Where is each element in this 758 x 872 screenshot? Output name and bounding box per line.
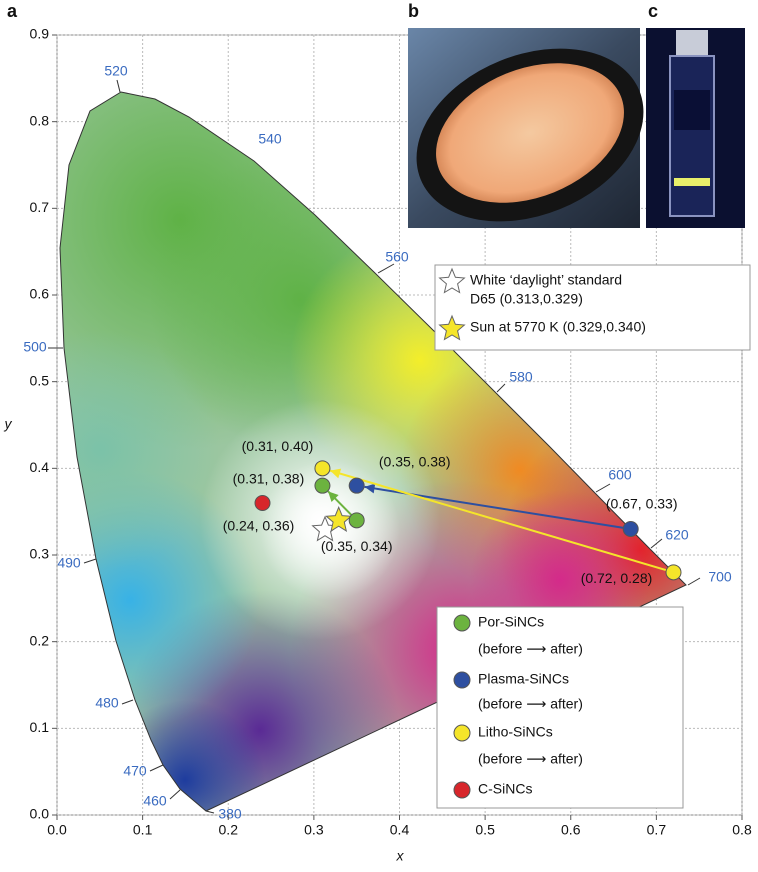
marks: (0.35, 0.34) (0.31, 0.38) (0.67, 0.33) (0.3… (223, 438, 682, 586)
wavelength-label: 540 (258, 131, 282, 147)
arrow-head (330, 468, 342, 479)
point-label: (0.67, 0.33) (606, 496, 678, 512)
point-label: (0.24, 0.36) (223, 518, 295, 534)
wavelength-label: 500 (23, 339, 47, 355)
legend-label: Litho-SiNCs (478, 724, 553, 740)
x-tick-label: 0.3 (304, 822, 324, 838)
x-tick-label: 0.1 (133, 822, 153, 838)
y-tick-label: 0.5 (30, 372, 50, 388)
legends: White ‘daylight’ standard D65 (0.313,0.32… (438, 267, 646, 799)
wavelength-label: 600 (608, 467, 632, 483)
wavelength-label: 380 (218, 806, 242, 822)
y-tick-label: 0.9 (30, 26, 50, 42)
data-point (348, 512, 365, 529)
wavelength-label: 520 (104, 63, 128, 79)
point-label: (0.31, 0.40) (242, 438, 314, 454)
arrow-head (364, 483, 376, 494)
reference-legend (434, 264, 751, 351)
wavelength-label: 580 (509, 369, 533, 385)
y-tick-label: 0.2 (30, 632, 50, 648)
legend-sublabel: (before ⟶ after) (478, 696, 583, 712)
legend-marker (453, 724, 471, 742)
panel-label: a (7, 1, 18, 21)
legend-label: Por-SiNCs (478, 614, 544, 630)
x-axis-label: x (396, 848, 405, 864)
legend-label: Sun at 5770 K (0.329,0.340) (470, 319, 646, 335)
data-point (665, 564, 682, 581)
wavelength-label: 480 (95, 695, 119, 711)
legend-marker (453, 781, 471, 799)
data-point (254, 495, 271, 511)
legend-star (438, 267, 466, 294)
y-tick-label: 0.7 (30, 199, 50, 215)
arrow-line (329, 469, 674, 574)
point-label: (0.35, 0.34) (321, 538, 393, 554)
data-point (622, 521, 639, 537)
arrow-head (328, 491, 339, 502)
wavelength-labels: 520 540 560 580 600 620 700 500 490 480 … (23, 63, 732, 822)
wavelength-label: 490 (57, 555, 81, 571)
wavelength-label: 700 (708, 569, 732, 585)
legend-sublabel: (before ⟶ after) (478, 751, 583, 767)
data-point (314, 477, 331, 494)
data-point (348, 477, 365, 494)
wavelength-label: 460 (143, 793, 167, 809)
y-tick-label: 0.1 (30, 719, 50, 735)
wavelength-label: 470 (123, 763, 147, 779)
wavelength-label: 620 (665, 527, 689, 543)
x-tick-label: 0.2 (219, 822, 239, 838)
panel-label: b (408, 1, 419, 21)
y-tick-label: 0.4 (30, 459, 50, 475)
data-point (314, 460, 331, 477)
legend-label: C-SiNCs (478, 781, 532, 797)
x-tick-label: 0.0 (47, 822, 67, 838)
photo-b (408, 28, 644, 228)
y-tick-label: 0.6 (30, 286, 50, 302)
y-tick-label: 0.8 (30, 112, 50, 128)
photo-c (646, 28, 745, 228)
y-tick-label: 0.0 (30, 806, 50, 822)
x-tick-label: 0.4 (390, 822, 410, 838)
y-tick-label: 0.3 (30, 546, 50, 562)
x-tick-label: 0.6 (561, 822, 581, 838)
series-legend (436, 606, 684, 809)
panel-label: c (648, 1, 658, 21)
legend-label: White ‘daylight’ standard (470, 272, 622, 288)
y-axis-label: y (4, 416, 13, 432)
legend-label: Plasma-SiNCs (478, 671, 569, 687)
legend-sublabel: (before ⟶ after) (478, 641, 583, 657)
legend-marker (453, 614, 471, 632)
point-label: (0.35, 0.38) (379, 453, 451, 469)
x-tick-label: 0.8 (732, 822, 752, 838)
legend-marker (453, 671, 471, 689)
wavelength-label: 560 (385, 249, 409, 265)
legend-label: D65 (0.313,0.329) (470, 291, 583, 307)
x-tick-label: 0.5 (475, 822, 495, 838)
point-label: (0.31, 0.38) (233, 470, 305, 486)
wavelength-ticks (48, 79, 701, 814)
x-tick-label: 0.7 (647, 822, 667, 838)
point-label: (0.72, 0.28) (581, 570, 653, 586)
legend-star (438, 314, 466, 341)
reference-star (325, 505, 353, 532)
